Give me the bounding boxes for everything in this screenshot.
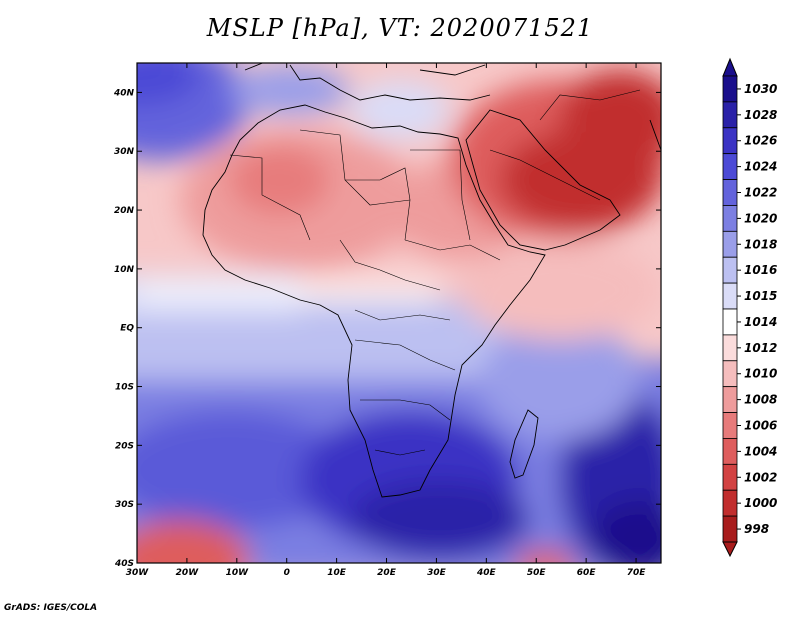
colorbar-label: 1018 — [744, 237, 777, 251]
colorbar-swatch — [722, 463, 738, 491]
colorbar-swatch — [722, 412, 738, 439]
colorbar-swatch — [722, 256, 738, 284]
lat-tick-label: 20S — [115, 441, 134, 451]
colorbar-label: 1028 — [744, 108, 777, 122]
colorbar-bottom-arrow — [722, 541, 738, 558]
lat-tick-label: 20N — [114, 206, 135, 216]
colorbar-label: 1000 — [744, 496, 777, 510]
colorbar-label: 1024 — [744, 160, 777, 174]
colorbar-label: 1022 — [744, 186, 777, 200]
lat-tick-label: 10N — [114, 265, 135, 275]
pressure-field — [137, 63, 661, 563]
lat-tick-label: 10S — [115, 383, 134, 393]
lat-tick-label: 40N — [113, 88, 135, 98]
colorbar-label: 1004 — [744, 444, 777, 458]
colorbar: 1030 1028 1026 1024 1022 1020 1018 1016 1015 1014… — [722, 57, 777, 558]
colorbar-swatch — [722, 205, 738, 232]
colorbar-label: 1010 — [744, 367, 777, 381]
colorbar-swatch — [722, 489, 738, 517]
colorbar-label: 1026 — [744, 134, 777, 148]
colorbar-swatch — [722, 334, 738, 362]
colorbar-swatch — [722, 308, 738, 336]
colorbar-label: 1002 — [744, 470, 777, 484]
lon-tick-label: 60E — [577, 568, 597, 578]
lon-tick-label: 40E — [476, 568, 497, 578]
colorbar-top-arrow — [722, 57, 738, 77]
colorbar-label: 1020 — [744, 211, 777, 225]
colorbar-label: 1015 — [744, 289, 777, 303]
colorbar-swatch — [722, 179, 738, 206]
lat-tick-label: 30S — [115, 500, 134, 510]
lon-tick-label: 10E — [327, 568, 347, 578]
lat-tick-label: 30N — [114, 147, 135, 157]
colorbar-swatch — [722, 438, 738, 465]
lon-tick-label: 10W — [226, 568, 250, 578]
colorbar-swatch — [722, 515, 738, 543]
colorbar-label: 998 — [744, 522, 769, 536]
lon-tick-label: 20W — [176, 568, 200, 578]
arabia-coastline — [465, 109, 621, 251]
colorbar-swatch — [722, 75, 738, 103]
lon-tick-label: 70E — [627, 568, 647, 578]
map-frame — [136, 62, 662, 564]
colorbar-swatch — [722, 386, 738, 413]
colorbar-swatch — [722, 101, 738, 129]
colorbar-swatch — [722, 153, 738, 180]
axis-ticks: 30W 20W 10W 0 10E 20E 30E 40E 50E 60E 70E 40N 30N 20N… — [113, 63, 661, 578]
country-borders — [229, 89, 641, 456]
colorbar-swatch — [722, 230, 738, 258]
india-coastline — [649, 119, 661, 151]
colorbar-swatch — [722, 282, 738, 310]
lon-tick-label: 50E — [527, 568, 547, 578]
lon-tick-label: 30W — [126, 568, 150, 578]
colorbar-label: 1006 — [744, 419, 777, 433]
map-title: MSLP [hPa], VT: 2020071521 — [206, 14, 594, 42]
colorbar-swatch — [722, 360, 738, 388]
credit-text: GrADS: IGES/COLA — [4, 603, 98, 613]
colorbar-label: 1016 — [744, 263, 777, 277]
madagascar-coastline — [509, 409, 539, 479]
lat-tick-label: EQ — [120, 324, 134, 334]
lat-tick-label: 40S — [114, 559, 134, 569]
lon-tick-label: 0 — [284, 568, 290, 578]
lon-tick-label: 20E — [377, 568, 397, 578]
colorbar-label: 1030 — [744, 82, 777, 96]
colorbar-label: 1008 — [744, 393, 777, 407]
africa-coastline — [202, 104, 546, 498]
colorbar-label: 1014 — [744, 315, 777, 329]
colorbar-label: 1012 — [744, 341, 777, 355]
colorbar-swatch — [722, 127, 738, 155]
lon-tick-label: 30E — [427, 568, 447, 578]
